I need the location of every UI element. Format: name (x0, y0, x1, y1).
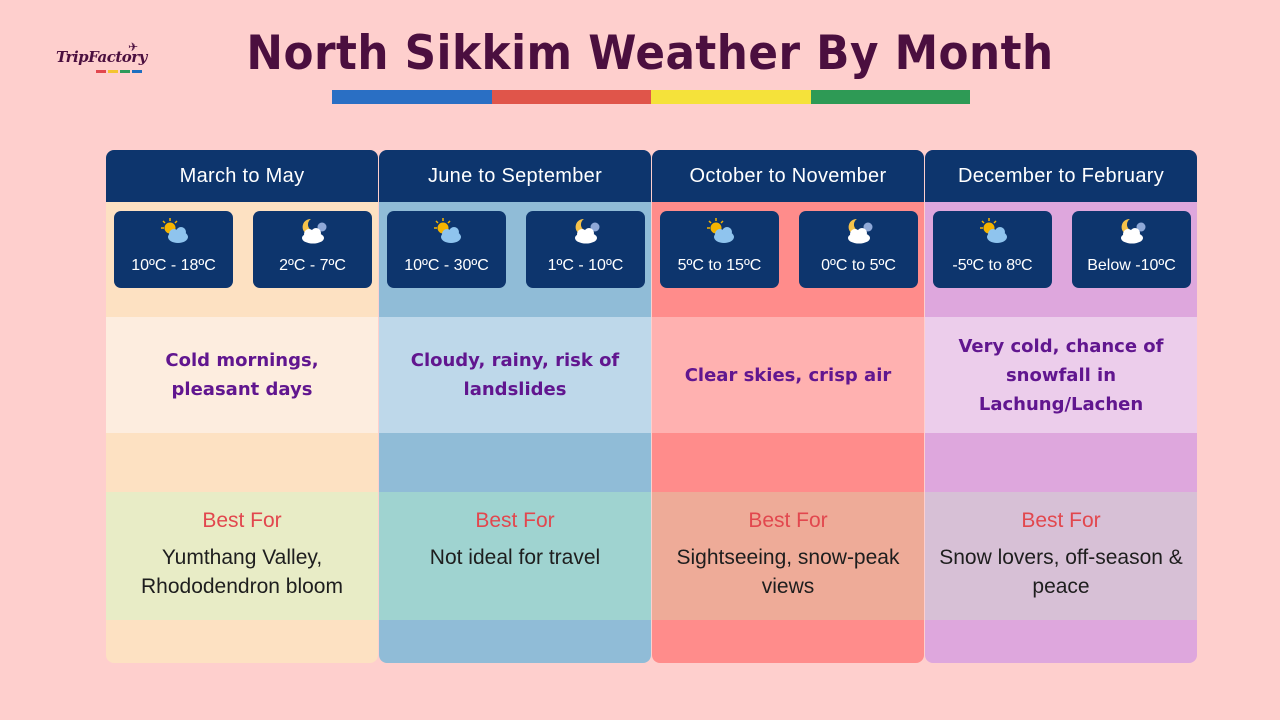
moon-cloud-icon (301, 218, 326, 244)
underline-segment (491, 90, 651, 104)
sun-cloud-icon (706, 218, 734, 243)
logo-color-bars (96, 70, 142, 73)
night-temp: 2ºC - 7ºC (279, 257, 346, 274)
sun-cloud-icon (979, 218, 1007, 243)
season-header: October to November (652, 150, 924, 202)
condition-text: Clear skies, crisp air (652, 317, 924, 433)
title-underline (332, 90, 970, 104)
condition-text: Very cold, chance of snowfall in Lachung… (925, 317, 1197, 433)
night-temp-card: Below -10ºC (1072, 211, 1191, 288)
best-for-text: Yumthang Valley, Rhododendron bloom (141, 546, 343, 598)
underline-segment (810, 90, 970, 104)
day-temp: -5ºC to 8ºC (952, 257, 1033, 274)
sun-cloud-icon (433, 218, 461, 243)
season-header: March to May (106, 150, 378, 202)
best-for-text: Snow lovers, off-season & peace (939, 546, 1183, 598)
logo-bar (120, 70, 130, 73)
season-header: June to September (379, 150, 651, 202)
best-for-text: Not ideal for travel (429, 546, 601, 569)
night-temp-card: 0ºC to 5ºC (799, 211, 918, 288)
season-column-march-may: March to May 10ºC - 18ºC 2ºC - 7ºC Cold … (106, 150, 378, 663)
night-temp: Below -10ºC (1087, 257, 1176, 274)
night-temp: 0ºC to 5ºC (821, 257, 896, 274)
day-temp-card: 5ºC to 15ºC (660, 211, 779, 288)
underline-segment (332, 90, 492, 104)
best-for-section: Best For Yumthang Valley, Rhododendron b… (106, 492, 378, 620)
underline-segment (651, 90, 811, 104)
season-column-december-february: December to February -5ºC to 8ºC Below -… (925, 150, 1197, 663)
day-temp-card: -5ºC to 8ºC (933, 211, 1052, 288)
season-column-june-september: June to September 10ºC - 30ºC 1ºC - 10ºC… (379, 150, 651, 663)
night-temp-card: 2ºC - 7ºC (253, 211, 372, 288)
season-column-october-november: October to November 5ºC to 15ºC 0ºC to 5… (652, 150, 924, 663)
day-temp: 5ºC to 15ºC (677, 257, 762, 274)
best-for-section: Best For Sightseeing, snow-peak views (652, 492, 924, 620)
day-temp-card: 10ºC - 30ºC (387, 211, 506, 288)
tripfactory-logo: ✈ TripFactory (56, 40, 156, 84)
condition-text: Cold mornings, pleasant days (106, 317, 378, 433)
season-header: December to February (925, 150, 1197, 202)
night-temp-card: 1ºC - 10ºC (526, 211, 645, 288)
moon-cloud-icon (847, 218, 872, 244)
night-temp: 1ºC - 10ºC (547, 257, 624, 274)
day-temp-card: 10ºC - 18ºC (114, 211, 233, 288)
moon-cloud-icon (1120, 218, 1145, 244)
logo-bar (96, 70, 106, 73)
sun-cloud-icon (160, 218, 188, 243)
best-for-label: Best For (475, 509, 555, 532)
best-for-label: Best For (748, 509, 828, 532)
best-for-text: Sightseeing, snow-peak views (676, 546, 900, 598)
best-for-section: Best For Not ideal for travel (379, 492, 651, 620)
best-for-label: Best For (1021, 509, 1101, 532)
page-title: North Sikkim Weather By Month (246, 26, 1054, 81)
airplane-icon: ✈ (128, 40, 139, 54)
moon-cloud-icon (574, 218, 599, 244)
logo-bar (108, 70, 118, 73)
condition-text: Cloudy, rainy, risk of landslides (379, 317, 651, 433)
best-for-section: Best For Snow lovers, off-season & peace (925, 492, 1197, 620)
best-for-label: Best For (202, 509, 282, 532)
day-temp: 10ºC - 18ºC (131, 257, 216, 274)
logo-bar (132, 70, 142, 73)
logo-text: TripFactory (56, 48, 147, 66)
day-temp: 10ºC - 30ºC (404, 257, 489, 274)
